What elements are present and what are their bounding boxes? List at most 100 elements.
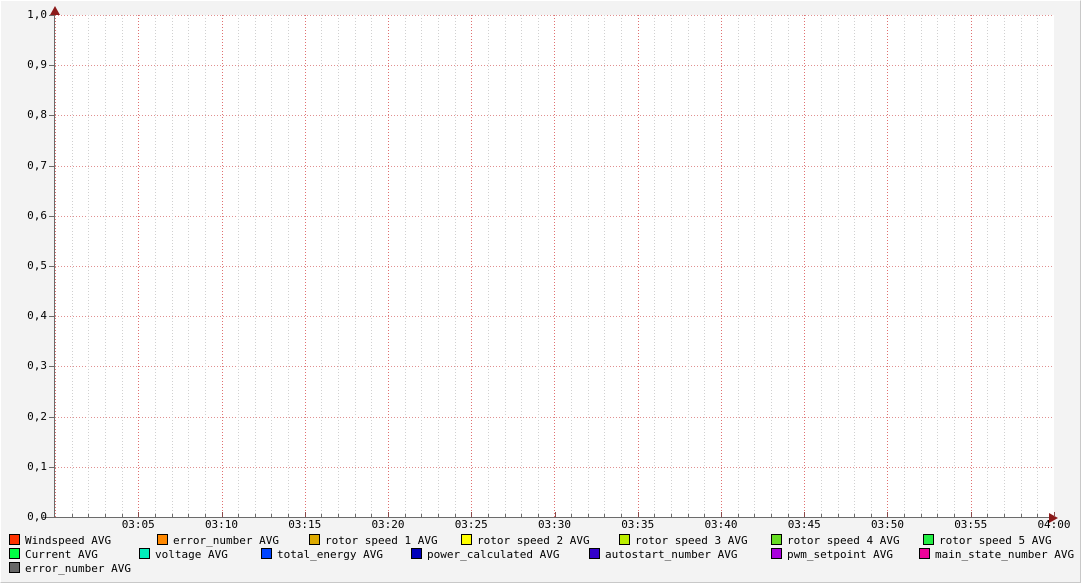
x-axis-tick-label: 03:25 — [454, 518, 488, 531]
x-axis-tick-minor — [654, 514, 655, 517]
legend-item-label: power_calculated AVG — [427, 548, 560, 561]
y-axis-tick-label: 0,6 — [27, 208, 47, 222]
x-axis-tick-minor — [788, 514, 789, 517]
x-axis-tick-label: 03:55 — [954, 518, 988, 531]
gridline-vertical-minor — [937, 15, 938, 517]
x-axis-tick-minor — [621, 514, 622, 517]
legend-item[interactable]: rotor speed 3 AVG — [619, 534, 771, 548]
y-axis-tick — [49, 366, 55, 367]
legend-item-label: Current AVG — [25, 548, 98, 561]
legend-item[interactable]: rotor speed 4 AVG — [771, 534, 923, 548]
x-axis-tick-minor — [704, 514, 705, 517]
legend-item[interactable]: rotor speed 2 AVG — [461, 534, 619, 548]
gridline-vertical-major — [971, 15, 972, 517]
gridline-vertical-minor — [255, 15, 256, 517]
legend-color-swatch-icon — [771, 534, 782, 545]
gridline-vertical-major — [388, 15, 389, 517]
legend-color-swatch-icon — [461, 534, 472, 545]
legend-item[interactable]: main_state_number AVG — [919, 548, 1079, 562]
legend-row: Current AVG voltage AVG total_energy AVG po… — [9, 548, 1074, 562]
gridline-vertical-minor — [588, 15, 589, 517]
legend-item-label: pwm_setpoint AVG — [787, 548, 893, 561]
y-axis-tick — [49, 316, 55, 317]
x-axis-tick-minor — [937, 514, 938, 517]
x-axis-tick-minor — [838, 514, 839, 517]
gridline-vertical-minor — [688, 15, 689, 517]
gridline-vertical-minor — [505, 15, 506, 517]
legend-item[interactable]: voltage AVG — [139, 548, 261, 562]
x-axis-tick-label: 03:35 — [621, 518, 655, 531]
legend-item[interactable]: Windspeed AVG — [9, 534, 157, 548]
legend-color-swatch-icon — [411, 548, 422, 559]
legend-item[interactable]: autostart_number AVG — [589, 548, 771, 562]
x-axis-line — [42, 517, 1055, 518]
x-axis-tick-minor — [172, 514, 173, 517]
gridline-vertical-minor — [921, 15, 922, 517]
legend-item-label: rotor speed 3 AVG — [635, 534, 748, 547]
x-axis-tick-minor — [421, 514, 422, 517]
legend-color-swatch-icon — [771, 548, 782, 559]
y-axis-tick — [49, 517, 55, 518]
x-axis-tick-major — [638, 512, 639, 517]
y-axis-tick — [49, 417, 55, 418]
gridline-vertical-major — [638, 15, 639, 517]
x-axis-tick-minor — [771, 514, 772, 517]
x-axis-tick-minor — [338, 514, 339, 517]
x-axis-tick-minor — [105, 514, 106, 517]
y-axis-tick-label: 0,8 — [27, 108, 47, 122]
x-axis-tick-minor — [505, 514, 506, 517]
legend-item-label: autostart_number AVG — [605, 548, 738, 561]
legend-item-label: main_state_number AVG — [935, 548, 1075, 561]
legend-item[interactable]: rotor speed 5 AVG — [923, 534, 1063, 548]
x-axis-tick-minor — [122, 514, 123, 517]
x-axis-tick-major — [1054, 512, 1055, 517]
x-axis-tick-minor — [987, 514, 988, 517]
gridline-vertical-minor — [571, 15, 572, 517]
legend-item[interactable]: rotor speed 1 AVG — [309, 534, 461, 548]
legend-item[interactable]: power_calculated AVG — [411, 548, 589, 562]
x-axis-tick-minor — [688, 514, 689, 517]
legend-item[interactable]: Current AVG — [9, 548, 139, 562]
x-axis-tick-minor — [588, 514, 589, 517]
legend-item[interactable]: error_number AVG — [9, 562, 169, 576]
gridline-vertical-minor — [538, 15, 539, 517]
legend-item[interactable]: total_energy AVG — [261, 548, 411, 562]
y-axis-tick — [49, 166, 55, 167]
gridline-vertical-minor — [105, 15, 106, 517]
gridline-vertical-minor — [238, 15, 239, 517]
x-axis-tick-minor — [1037, 514, 1038, 517]
x-axis-tick-label: 03:45 — [787, 518, 821, 531]
y-axis-tick-label: 0,1 — [27, 459, 47, 473]
x-axis-tick-minor — [871, 514, 872, 517]
gridline-vertical-minor — [1037, 15, 1038, 517]
x-axis-tick-minor — [405, 514, 406, 517]
x-axis-tick-minor — [738, 514, 739, 517]
x-axis-tick-major — [721, 512, 722, 517]
x-axis-tick-label: 03:40 — [704, 518, 738, 531]
x-axis-tick-minor — [538, 514, 539, 517]
legend-color-swatch-icon — [309, 534, 320, 545]
legend-row: error_number AVG — [9, 562, 1069, 576]
gridline-vertical-minor — [1021, 15, 1022, 517]
y-axis-tick — [49, 115, 55, 116]
gridline-vertical-minor — [488, 15, 489, 517]
gridline-vertical-major — [471, 15, 472, 517]
gridline-vertical-minor — [355, 15, 356, 517]
y-axis-tick — [49, 65, 55, 66]
x-axis-tick-minor — [355, 514, 356, 517]
gridline-vertical-minor — [704, 15, 705, 517]
x-axis-tick-minor — [571, 514, 572, 517]
grid-layer — [55, 15, 1054, 517]
legend-item[interactable]: pwm_setpoint AVG — [771, 548, 919, 562]
gridline-vertical-minor — [521, 15, 522, 517]
gridline-vertical-major — [55, 15, 56, 517]
legend-item-label: rotor speed 1 AVG — [325, 534, 438, 547]
x-axis-tick-minor — [954, 514, 955, 517]
gridline-vertical-minor — [271, 15, 272, 517]
legend-item-label: error_number AVG — [173, 534, 279, 547]
gridline-vertical-minor — [205, 15, 206, 517]
gridline-vertical-minor — [788, 15, 789, 517]
legend-item[interactable]: error_number AVG — [157, 534, 309, 548]
x-axis-tick-minor — [1004, 514, 1005, 517]
